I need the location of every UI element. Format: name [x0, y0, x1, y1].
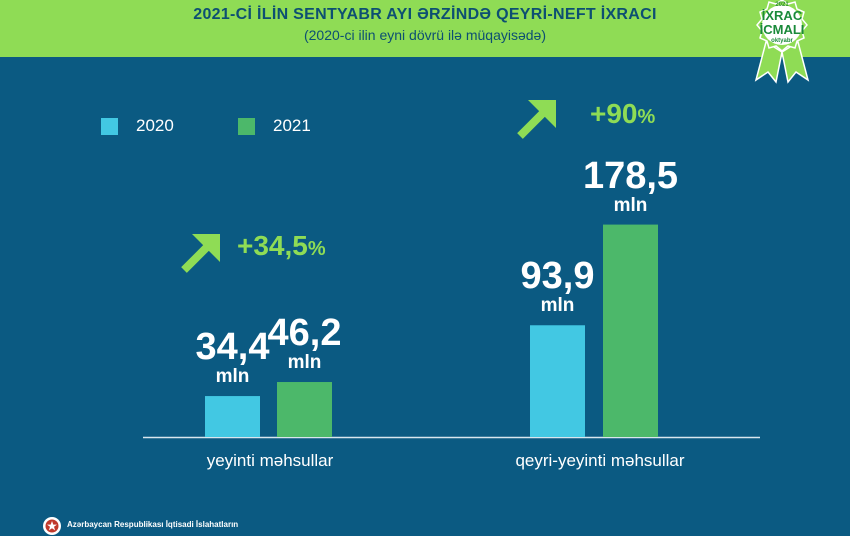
badge-text: 2021 İXRAC İCMALI oktyabr: [754, 2, 810, 52]
legend-item-2021: 2021: [238, 116, 311, 136]
rosette-icon: [754, 0, 810, 84]
legend-label-2021: 2021: [273, 116, 311, 135]
value-unit: mln: [613, 194, 648, 216]
badge-line2: İCMALI: [759, 22, 805, 37]
footer-organization: Azərbaycan Respublikası İqtisadi İslahat…: [67, 520, 239, 529]
badge-month: oktyabr: [771, 38, 793, 44]
bar-nonfood-2020: [530, 325, 585, 437]
government-emblem-icon: [43, 517, 61, 535]
category-label-nonfood: qeyri-yeyinti məhsullar: [515, 451, 685, 470]
value-unit: mln: [540, 295, 575, 317]
badge-line1: İXRAC: [761, 8, 803, 23]
change-symbol-food: %: [307, 238, 326, 260]
change-symbol-nonfood: %: [637, 106, 656, 128]
legend-swatch-2021: [238, 117, 255, 135]
value-number: 34,4: [195, 326, 270, 369]
badge-year: 2021: [775, 2, 789, 8]
change-label-nonfood: +90%: [590, 98, 655, 130]
bar-nonfood-2021: [603, 224, 658, 437]
arrow-up-right-icon: [181, 234, 220, 273]
value-label-nonfood-2021: 178,5 mln: [561, 157, 701, 217]
value-number: 46,2: [267, 312, 342, 355]
value-unit: mln: [215, 366, 250, 388]
arrow-up-right-icon: [517, 100, 556, 139]
export-review-badge: 2021 İXRAC İCMALI oktyabr: [744, 0, 840, 84]
bar-food-2020: [205, 396, 260, 437]
chart-subtitle: (2020-ci ilin eyni dövrü ilə müqayisədə): [303, 27, 546, 43]
value-unit: mln: [287, 352, 322, 374]
legend-item-2020: 2020: [101, 116, 174, 136]
change-label-food: +34,5%: [237, 230, 326, 262]
chart-title: 2021-Cİ İLİN SENTYABR AYI ƏRZİNDƏ QEYRİ-…: [193, 6, 657, 23]
value-number: 93,9: [520, 255, 595, 298]
legend-label-2020: 2020: [136, 116, 174, 135]
category-label-food: yeyinti məhsullar: [206, 451, 334, 470]
change-value-food: +34,5: [237, 230, 308, 261]
change-value-nonfood: +90: [590, 98, 638, 129]
header-bar: 2021-Cİ İLİN SENTYABR AYI ƏRZİNDƏ QEYRİ-…: [0, 0, 850, 57]
legend-swatch-2020: [101, 117, 118, 135]
value-label-food-2020: 34,4 mln: [163, 328, 303, 388]
value-number: 178,5: [582, 154, 679, 197]
value-label-nonfood-2020: 93,9 mln: [488, 257, 628, 317]
bar-food-2021: [277, 382, 332, 437]
value-label-food-2021: 46,2 mln: [235, 314, 375, 374]
